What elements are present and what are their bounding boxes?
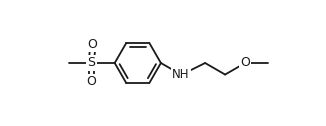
Text: S: S	[88, 56, 96, 70]
Text: O: O	[240, 56, 250, 70]
Text: O: O	[87, 75, 96, 88]
Text: O: O	[88, 38, 97, 51]
Text: NH: NH	[172, 68, 190, 81]
